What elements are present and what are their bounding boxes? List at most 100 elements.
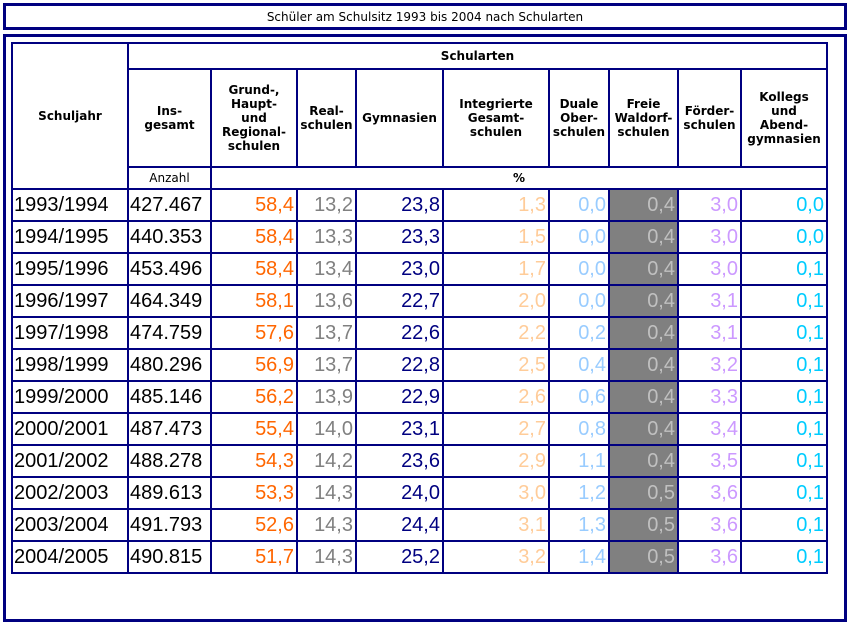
cell-duale: 1,2 xyxy=(550,478,608,508)
cell-real: 14,3 xyxy=(298,478,355,508)
table-row: 2001/2002 488.278 54,3 14,2 23,6 2,9 1,1 0,4 3,5… xyxy=(13,446,826,476)
cell-gym: 25,2 xyxy=(357,542,442,572)
cell-duale: 1,1 xyxy=(550,446,608,476)
cell-real: 13,9 xyxy=(298,382,355,412)
cell-total: 485.146 xyxy=(129,382,210,412)
table-body: 1993/1994 427.467 58,4 13,2 23,8 1,3 0,0 0,4 3,0… xyxy=(13,190,826,572)
cell-gesamt: 1,7 xyxy=(444,254,548,284)
cell-gym: 24,0 xyxy=(357,478,442,508)
cell-gesamt: 1,5 xyxy=(444,222,548,252)
cell-waldorf: 0,5 xyxy=(610,510,677,540)
cell-grund: 53,3 xyxy=(212,478,296,508)
cell-real: 13,7 xyxy=(298,318,355,348)
cell-kollegs: 0,1 xyxy=(742,318,826,348)
cell-waldorf: 0,4 xyxy=(610,350,677,380)
cell-year: 1999/2000 xyxy=(13,382,127,412)
cell-kollegs: 0,1 xyxy=(742,350,826,380)
cell-waldorf: 0,4 xyxy=(610,446,677,476)
cell-waldorf: 0,4 xyxy=(610,254,677,284)
cell-waldorf: 0,5 xyxy=(610,542,677,572)
header-duale-oberschulen: Duale Ober-schulen xyxy=(550,70,608,166)
unit-percent: % xyxy=(212,168,826,188)
table-row: 2002/2003 489.613 53,3 14,3 24,0 3,0 1,2 0,5 3,6… xyxy=(13,478,826,508)
unit-count: Anzahl xyxy=(129,168,210,188)
cell-year: 1995/1996 xyxy=(13,254,127,284)
cell-kollegs: 0,1 xyxy=(742,414,826,444)
cell-kollegs: 0,1 xyxy=(742,382,826,412)
cell-foerder: 3,1 xyxy=(679,286,740,316)
cell-duale: 0,8 xyxy=(550,414,608,444)
cell-gesamt: 3,0 xyxy=(444,478,548,508)
table-row: 2004/2005 490.815 51,7 14,3 25,2 3,2 1,4 0,5 3,6… xyxy=(13,542,826,572)
cell-grund: 58,1 xyxy=(212,286,296,316)
cell-foerder: 3,0 xyxy=(679,254,740,284)
cell-grund: 56,2 xyxy=(212,382,296,412)
cell-real: 13,4 xyxy=(298,254,355,284)
table-row: 2003/2004 491.793 52,6 14,3 24,4 3,1 1,3 0,5 3,6… xyxy=(13,510,826,540)
cell-foerder: 3,2 xyxy=(679,350,740,380)
cell-kollegs: 0,1 xyxy=(742,254,826,284)
cell-gesamt: 2,0 xyxy=(444,286,548,316)
cell-total: 490.815 xyxy=(129,542,210,572)
header-schuljahr: Schuljahr xyxy=(13,44,127,188)
cell-foerder: 3,3 xyxy=(679,382,740,412)
cell-gym: 23,0 xyxy=(357,254,442,284)
cell-grund: 58,4 xyxy=(212,190,296,220)
cell-kollegs: 0,1 xyxy=(742,510,826,540)
table-row: 1996/1997 464.349 58,1 13,6 22,7 2,0 0,0 0,4 3,1… xyxy=(13,286,826,316)
cell-waldorf: 0,4 xyxy=(610,318,677,348)
cell-duale: 1,4 xyxy=(550,542,608,572)
cell-foerder: 3,5 xyxy=(679,446,740,476)
cell-grund: 57,6 xyxy=(212,318,296,348)
cell-real: 14,3 xyxy=(298,542,355,572)
cell-waldorf: 0,4 xyxy=(610,222,677,252)
cell-grund: 56,9 xyxy=(212,350,296,380)
cell-year: 2002/2003 xyxy=(13,478,127,508)
cell-grund: 52,6 xyxy=(212,510,296,540)
cell-real: 13,2 xyxy=(298,190,355,220)
cell-kollegs: 0,1 xyxy=(742,542,826,572)
cell-real: 13,3 xyxy=(298,222,355,252)
cell-foerder: 3,6 xyxy=(679,542,740,572)
cell-kollegs: 0,0 xyxy=(742,222,826,252)
cell-foerder: 3,6 xyxy=(679,510,740,540)
table-row: 1993/1994 427.467 58,4 13,2 23,8 1,3 0,0 0,4 3,0… xyxy=(13,190,826,220)
header-schularten: Schularten xyxy=(129,44,826,68)
cell-year: 2000/2001 xyxy=(13,414,127,444)
cell-real: 13,6 xyxy=(298,286,355,316)
cell-gesamt: 2,6 xyxy=(444,382,548,412)
cell-total: 453.496 xyxy=(129,254,210,284)
cell-waldorf: 0,4 xyxy=(610,190,677,220)
table-row: 2000/2001 487.473 55,4 14,0 23,1 2,7 0,8 0,4 3,4… xyxy=(13,414,826,444)
cell-foerder: 3,6 xyxy=(679,478,740,508)
cell-duale: 0,0 xyxy=(550,254,608,284)
header-kollegs: Kollegs und Abend-gymnasien xyxy=(742,70,826,166)
cell-gym: 24,4 xyxy=(357,510,442,540)
cell-year: 1993/1994 xyxy=(13,190,127,220)
cell-duale: 0,0 xyxy=(550,190,608,220)
table-row: 1994/1995 440.353 58,4 13,3 23,3 1,5 0,0 0,4 3,0… xyxy=(13,222,826,252)
cell-gym: 22,9 xyxy=(357,382,442,412)
table-title: Schüler am Schulsitz 1993 bis 2004 nach … xyxy=(3,3,847,30)
data-table: Schuljahr Schularten Ins-gesamt Grund-, H… xyxy=(11,42,828,574)
cell-duale: 0,0 xyxy=(550,222,608,252)
header-gymnasien: Gymnasien xyxy=(357,70,442,166)
cell-year: 2003/2004 xyxy=(13,510,127,540)
cell-foerder: 3,1 xyxy=(679,318,740,348)
cell-waldorf: 0,4 xyxy=(610,382,677,412)
cell-real: 13,7 xyxy=(298,350,355,380)
header-insgesamt: Ins-gesamt xyxy=(129,70,210,166)
cell-duale: 0,2 xyxy=(550,318,608,348)
cell-real: 14,0 xyxy=(298,414,355,444)
cell-gym: 22,7 xyxy=(357,286,442,316)
header-realschulen: Real-schulen xyxy=(298,70,355,166)
table-row: 1997/1998 474.759 57,6 13,7 22,6 2,2 0,2 0,4 3,1… xyxy=(13,318,826,348)
cell-gesamt: 2,5 xyxy=(444,350,548,380)
table-row: 1998/1999 480.296 56,9 13,7 22,8 2,5 0,4 0,4 3,2… xyxy=(13,350,826,380)
cell-total: 464.349 xyxy=(129,286,210,316)
cell-gym: 23,3 xyxy=(357,222,442,252)
cell-year: 2004/2005 xyxy=(13,542,127,572)
cell-total: 474.759 xyxy=(129,318,210,348)
header-foerderschulen: Förder-schulen xyxy=(679,70,740,166)
cell-gesamt: 2,9 xyxy=(444,446,548,476)
